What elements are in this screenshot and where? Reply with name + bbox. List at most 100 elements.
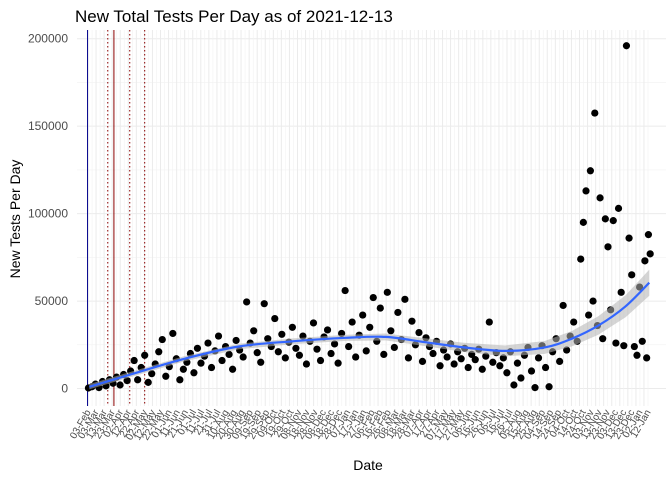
- data-point: [641, 257, 649, 265]
- data-point: [144, 378, 152, 386]
- data-point: [646, 250, 654, 258]
- data-point: [330, 340, 339, 348]
- chart-title: New Total Tests Per Day as of 2021-12-13: [75, 7, 393, 26]
- data-point: [485, 318, 493, 326]
- data-point: [489, 358, 497, 366]
- data-point: [517, 374, 525, 382]
- data-point: [390, 343, 398, 352]
- data-point: [534, 354, 543, 362]
- data-point: [292, 344, 300, 352]
- data-point: [169, 329, 177, 338]
- data-point: [207, 363, 216, 372]
- data-point: [513, 359, 522, 367]
- y-tick-label: 50000: [35, 294, 69, 308]
- data-point: [383, 288, 391, 296]
- data-point: [638, 337, 646, 345]
- data-point: [531, 384, 539, 392]
- data-point: [225, 350, 233, 359]
- data-point: [464, 363, 472, 372]
- data-point: [243, 298, 251, 306]
- data-point: [625, 234, 633, 242]
- data-point: [591, 109, 599, 117]
- data-point: [123, 377, 131, 385]
- data-point: [239, 353, 247, 361]
- data-point: [116, 381, 124, 389]
- x-axis-title: Date: [353, 457, 383, 473]
- data-point: [288, 323, 296, 331]
- data-point: [204, 339, 212, 347]
- data-point: [197, 359, 205, 367]
- y-tick-label: 100000: [28, 207, 68, 221]
- smooth-line: [88, 281, 651, 388]
- data-point: [545, 383, 553, 391]
- y-tick-label: 0: [61, 382, 68, 396]
- data-point: [577, 255, 585, 263]
- data-point: [457, 355, 465, 363]
- data-point: [316, 356, 325, 365]
- data-point: [415, 328, 423, 337]
- data-point: [148, 370, 156, 378]
- data-point: [302, 360, 311, 368]
- reference-lines: [87, 30, 146, 406]
- data-point: [141, 351, 149, 359]
- data-point: [193, 344, 202, 352]
- data-point: [345, 342, 353, 351]
- data-point: [179, 365, 187, 373]
- data-point: [604, 243, 612, 251]
- data-point: [313, 345, 321, 353]
- data-point: [630, 342, 638, 351]
- data-point: [214, 332, 223, 340]
- data-point: [628, 271, 636, 279]
- data-point: [429, 349, 437, 358]
- data-point: [229, 365, 237, 373]
- data-point: [271, 314, 279, 323]
- data-point: [622, 42, 631, 50]
- data-point: [418, 357, 427, 366]
- data-point: [369, 293, 377, 302]
- data-point: [362, 347, 370, 355]
- data-point: [579, 218, 587, 226]
- data-point: [158, 335, 166, 344]
- data-point: [327, 349, 335, 358]
- data-point: [471, 356, 479, 364]
- data-point: [387, 327, 395, 335]
- smooth-trend: [88, 269, 651, 390]
- data-point: [162, 372, 170, 380]
- data-point: [253, 349, 261, 357]
- data-point: [614, 204, 623, 212]
- data-point: [443, 353, 451, 361]
- data-point: [341, 286, 349, 295]
- data-point: [176, 376, 184, 384]
- x-tick-labels: 03-Feb03-Mar13-Mar23-Mar02-Apr12-Apr22-A…: [68, 407, 653, 442]
- data-point: [585, 311, 593, 319]
- y-tick-labels: 0 50000 100000 150000 200000: [28, 32, 68, 396]
- data-point: [394, 308, 402, 317]
- data-point: [503, 369, 511, 377]
- data-point: [586, 167, 594, 175]
- y-axis-title: New Tests Per Day: [7, 160, 23, 279]
- data-point: [352, 353, 360, 361]
- data-point: [334, 359, 342, 367]
- data-point: [130, 356, 138, 365]
- data-point: [218, 356, 226, 365]
- data-point: [617, 288, 625, 296]
- data-point: [260, 300, 268, 308]
- data-point: [633, 351, 641, 359]
- data-point: [478, 365, 486, 373]
- data-point: [601, 215, 609, 223]
- data-point: [323, 326, 332, 334]
- data-point: [559, 301, 567, 310]
- data-point: [527, 367, 536, 375]
- data-point: [155, 348, 163, 356]
- data-point: [404, 354, 413, 362]
- data-point: [264, 335, 272, 343]
- data-point: [612, 339, 620, 347]
- data-point: [541, 363, 550, 372]
- y-tick-label: 200000: [28, 32, 68, 46]
- data-point: [257, 358, 265, 366]
- data-point: [620, 342, 628, 350]
- data-point: [589, 297, 597, 305]
- data-point: [408, 317, 416, 325]
- data-point: [134, 376, 142, 384]
- data-point: [281, 354, 289, 362]
